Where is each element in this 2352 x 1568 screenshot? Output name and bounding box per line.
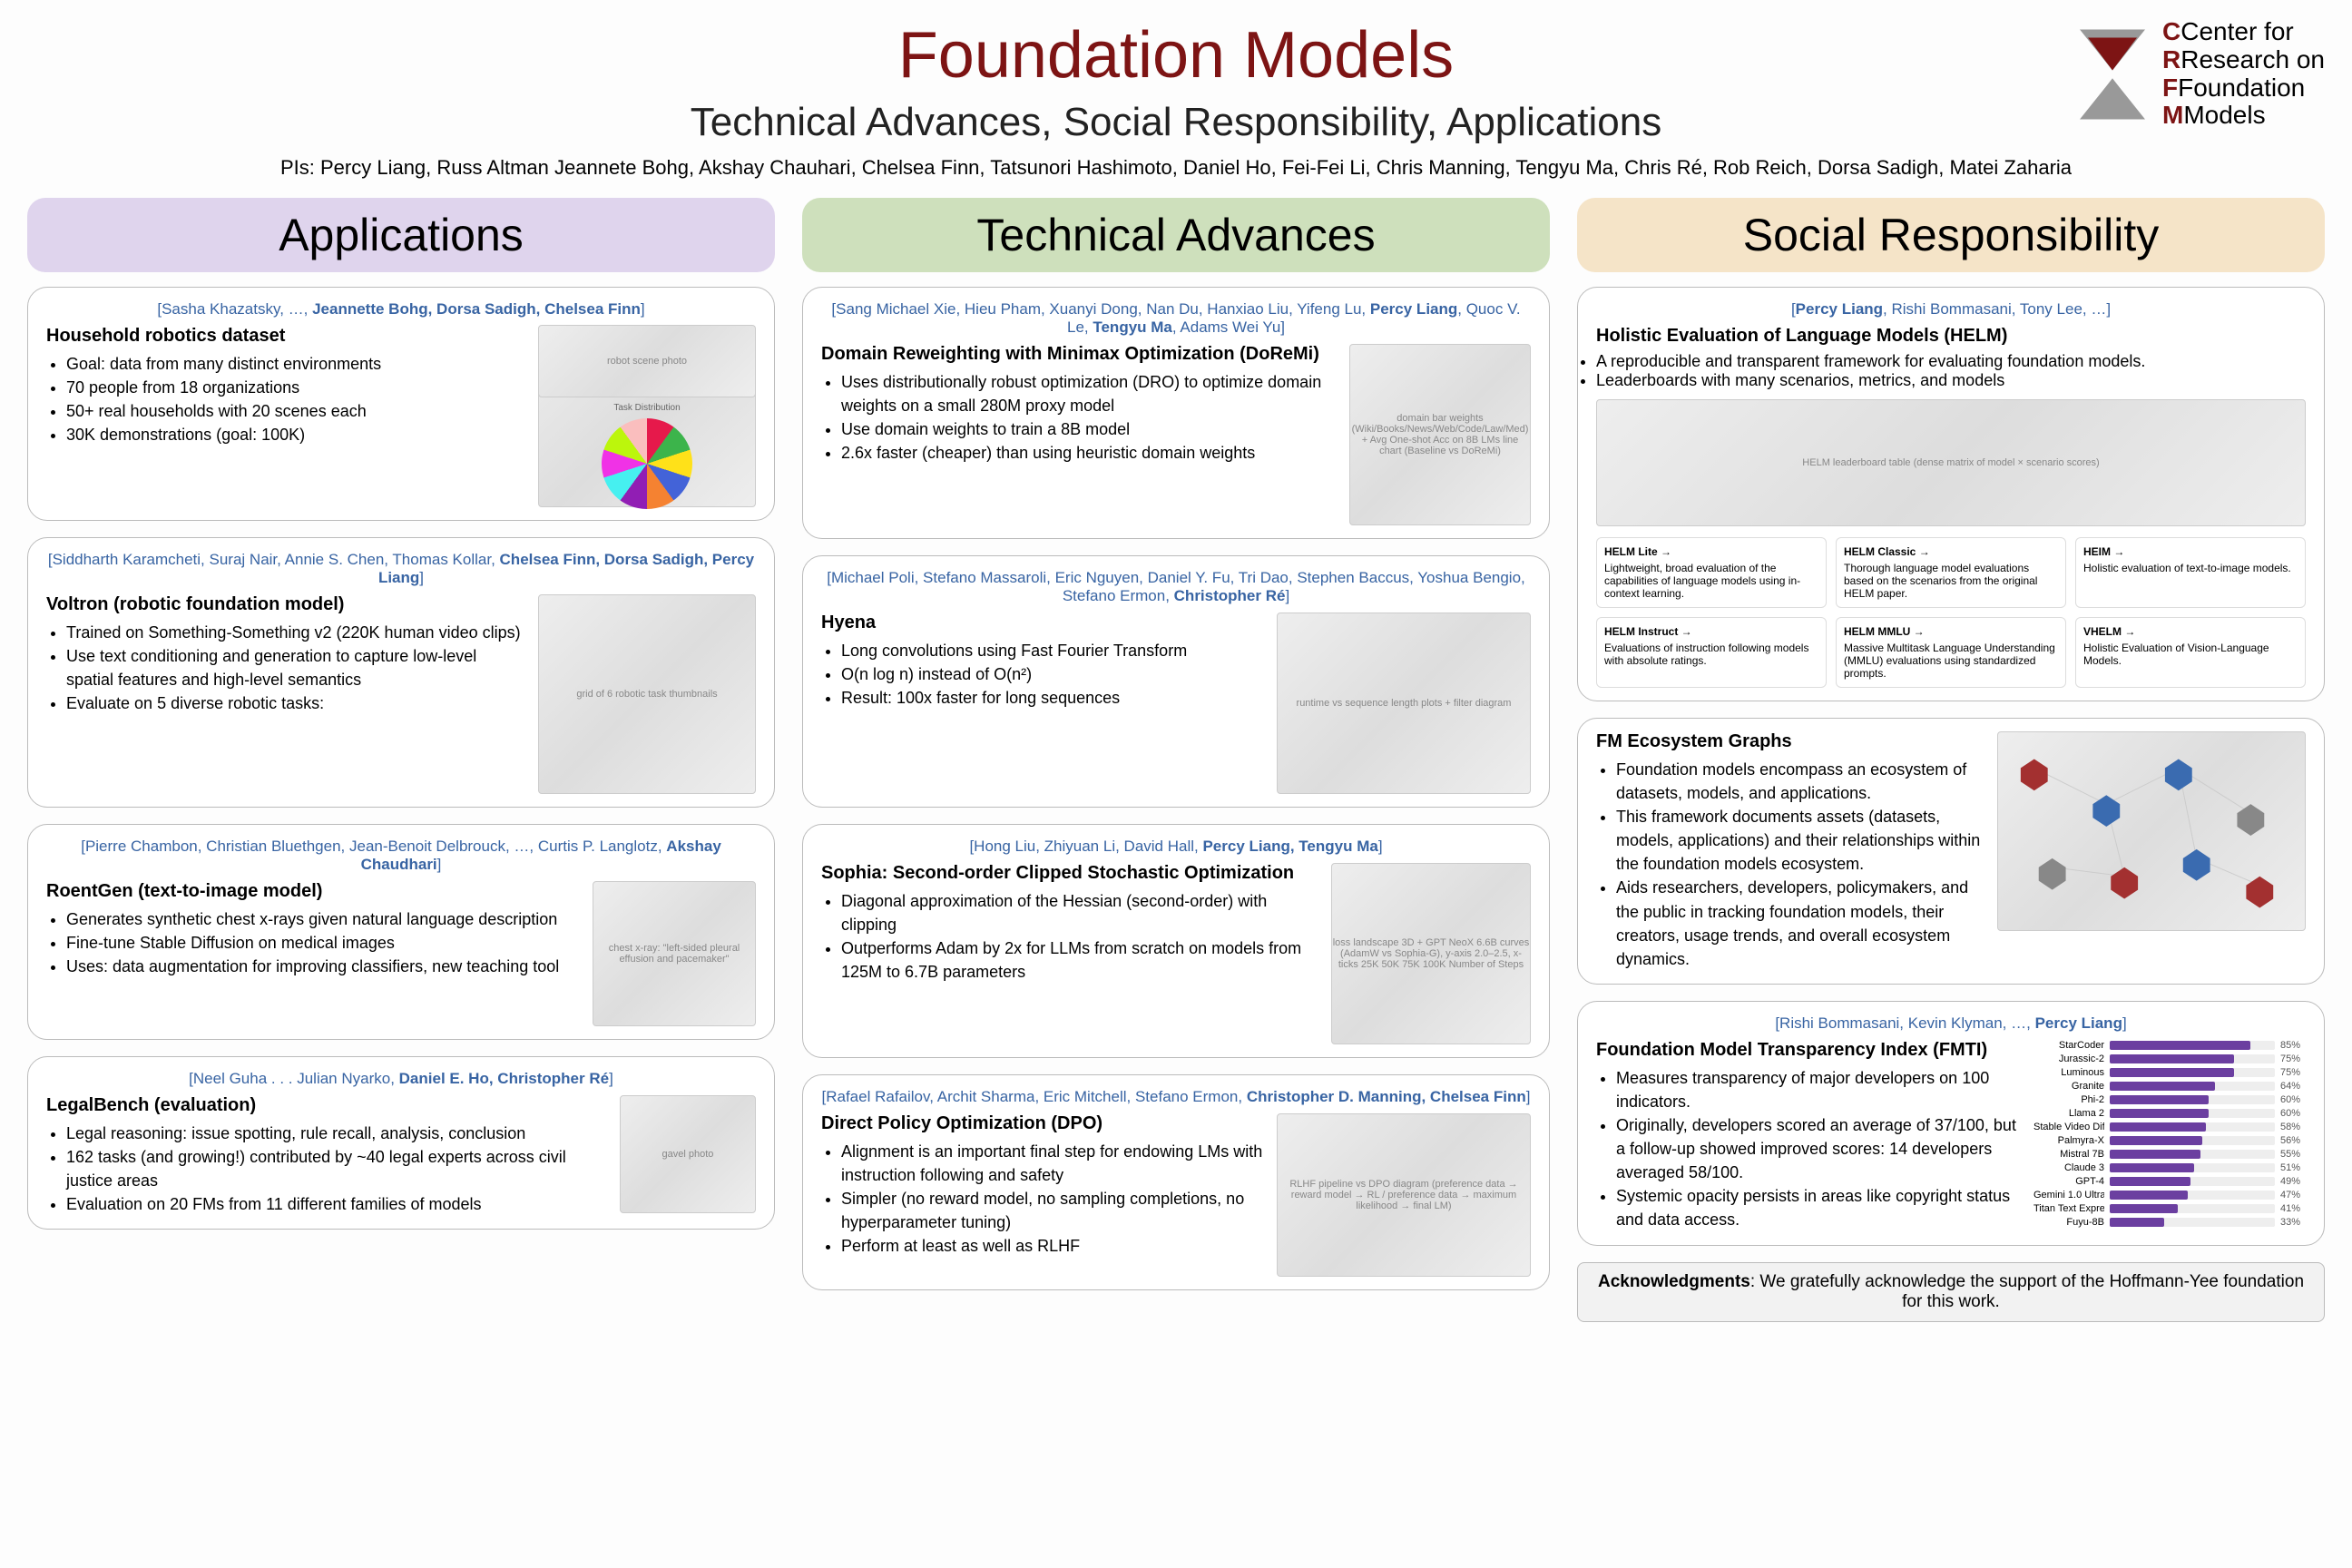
card-authors: [Michael Poli, Stefano Massaroli, Eric N…: [821, 569, 1531, 605]
card-title: RoentGen (text-to-image model): [46, 881, 580, 902]
card-figure: robot scene photoTask Distribution: [538, 326, 756, 507]
ecosystem-title: FM Ecosystem Graphs: [1596, 731, 1984, 752]
fmti-bar-row: Luminous75%: [2034, 1067, 2306, 1078]
fmti-bar-row: Gemini 1.0 Ultra47%: [2034, 1190, 2306, 1200]
technical-column: Technical Advances [Sang Michael Xie, Hi…: [802, 198, 1550, 1322]
card-authors: [Neel Guha . . . Julian Nyarko, Daniel E…: [46, 1070, 756, 1088]
tech-cards-card-3: [Rafael Rafailov, Archit Sharma, Eric Mi…: [802, 1074, 1550, 1290]
technical-header: Technical Advances: [802, 198, 1550, 272]
fmti-bar-row: Granite64%: [2034, 1081, 2306, 1092]
tech-cards-card-2: [Hong Liu, Zhiyuan Li, David Hall, Percy…: [802, 824, 1550, 1058]
fmti-bar-row: Mistral 7B55%: [2034, 1149, 2306, 1160]
helm-variant: HELM Classic →Thorough language model ev…: [1836, 537, 2066, 608]
fmti-authors: [Rishi Bommasani, Kevin Klyman, …, Percy…: [1596, 1014, 2306, 1033]
applications-column: Applications [Sasha Khazatsky, …, Jeanne…: [27, 198, 775, 1322]
card-figure: chest x-ray: "left-sided pleural effusio…: [593, 881, 756, 1026]
fmti-bar-row: Claude 351%: [2034, 1162, 2306, 1173]
helm-bullets: A reproducible and transparent framework…: [1596, 352, 2306, 390]
card-title: Domain Reweighting with Minimax Optimiza…: [821, 344, 1337, 365]
fmti-bar-row: GPT-449%: [2034, 1176, 2306, 1187]
card-figure: runtime vs sequence length plots + filte…: [1277, 612, 1531, 794]
crfm-logo: CCenter for RResearch on FFoundation MMo…: [2072, 18, 2325, 130]
card-authors: [Sang Michael Xie, Hieu Pham, Xuanyi Don…: [821, 300, 1531, 337]
card-title: Voltron (robotic foundation model): [46, 594, 525, 615]
ecosystem-graph-figure: [1997, 731, 2306, 931]
card-authors: [Siddharth Karamcheti, Suraj Nair, Annie…: [46, 551, 756, 587]
fmti-bar-row: StarCoder85%: [2034, 1040, 2306, 1051]
card-title: Direct Policy Optimization (DPO): [821, 1113, 1264, 1134]
card-authors: [Rafael Rafailov, Archit Sharma, Eric Mi…: [821, 1088, 1531, 1106]
fmti-card: [Rishi Bommasani, Kevin Klyman, …, Percy…: [1577, 1001, 2325, 1246]
fmti-bullets: Measures transparency of major developer…: [1616, 1066, 2021, 1232]
card-bullets: Goal: data from many distinct environmen…: [66, 352, 525, 446]
fmti-bar-row: Phi-260%: [2034, 1094, 2306, 1105]
poster-header: CCenter for RResearch on FFoundation MMo…: [27, 18, 2325, 180]
card-title: LegalBench (evaluation): [46, 1095, 607, 1116]
helm-variant: HELM Lite →Lightweight, broad evaluation…: [1596, 537, 1827, 608]
tech-cards-card-0: [Sang Michael Xie, Hieu Pham, Xuanyi Don…: [802, 287, 1550, 539]
ecosystem-bullets: Foundation models encompass an ecosystem…: [1616, 758, 1984, 971]
helm-variants-grid: HELM Lite →Lightweight, broad evaluation…: [1596, 537, 2306, 688]
hourglass-logo-icon: [2072, 24, 2153, 124]
logo-text: CCenter for RResearch on FFoundation MMo…: [2162, 18, 2325, 130]
acknowledgments: Acknowledgments: We gratefully acknowled…: [1577, 1262, 2325, 1322]
main-title: Foundation Models: [27, 18, 2325, 93]
apps-cards-card-1: [Siddharth Karamcheti, Suraj Nair, Annie…: [27, 537, 775, 808]
card-bullets: Legal reasoning: issue spotting, rule re…: [66, 1122, 607, 1216]
helm-variant: HELM MMLU →Massive Multitask Language Un…: [1836, 617, 2066, 688]
ecosystem-card: FM Ecosystem Graphs Foundation models en…: [1577, 718, 2325, 985]
card-bullets: Long convolutions using Fast Fourier Tra…: [841, 639, 1264, 710]
pi-list: PIs: Percy Liang, Russ Altman Jeannete B…: [27, 156, 2325, 180]
card-authors: [Pierre Chambon, Christian Bluethgen, Je…: [46, 838, 756, 874]
social-column: Social Responsibility [Percy Liang, Rish…: [1577, 198, 2325, 1322]
card-title: Household robotics dataset: [46, 326, 525, 347]
subtitle: Technical Advances, Social Responsibilit…: [27, 100, 2325, 145]
card-bullets: Generates synthetic chest x-rays given n…: [66, 907, 580, 978]
card-figure: grid of 6 robotic task thumbnails: [538, 594, 756, 794]
helm-card: [Percy Liang, Rishi Bommasani, Tony Lee,…: [1577, 287, 2325, 701]
fmti-bar-row: Fuyu-8B33%: [2034, 1217, 2306, 1228]
card-bullets: Diagonal approximation of the Hessian (s…: [841, 889, 1318, 984]
card-figure: loss landscape 3D + GPT NeoX 6.6B curves…: [1331, 863, 1531, 1044]
applications-header: Applications: [27, 198, 775, 272]
fmti-bar-row: Jurassic-275%: [2034, 1054, 2306, 1064]
apps-cards-card-2: [Pierre Chambon, Christian Bluethgen, Je…: [27, 824, 775, 1040]
social-header: Social Responsibility: [1577, 198, 2325, 272]
card-figure: RLHF pipeline vs DPO diagram (preference…: [1277, 1113, 1531, 1277]
apps-cards-card-3: [Neel Guha . . . Julian Nyarko, Daniel E…: [27, 1056, 775, 1230]
card-bullets: Uses distributionally robust optimizatio…: [841, 370, 1337, 465]
fmti-bar-row: Titan Text Express41%: [2034, 1203, 2306, 1214]
card-title: Hyena: [821, 612, 1264, 633]
helm-title: Holistic Evaluation of Language Models (…: [1596, 326, 2306, 347]
helm-authors: [Percy Liang, Rishi Bommasani, Tony Lee,…: [1596, 300, 2306, 318]
tech-cards-card-1: [Michael Poli, Stefano Massaroli, Eric N…: [802, 555, 1550, 808]
apps-cards-card-0: [Sasha Khazatsky, …, Jeannette Bohg, Dor…: [27, 287, 775, 521]
card-bullets: Trained on Something-Something v2 (220K …: [66, 621, 525, 715]
fmti-bar-chart: StarCoder85% Jurassic-275% Luminous75% Gran…: [2034, 1040, 2306, 1228]
card-title: Sophia: Second-order Clipped Stochastic …: [821, 863, 1318, 884]
fmti-title: Foundation Model Transparency Index (FMT…: [1596, 1040, 2021, 1061]
card-authors: [Sasha Khazatsky, …, Jeannette Bohg, Dor…: [46, 300, 756, 318]
helm-variant: VHELM →Holistic Evaluation of Vision-Lan…: [2075, 617, 2306, 688]
fmti-bar-row: Llama 260%: [2034, 1108, 2306, 1119]
card-authors: [Hong Liu, Zhiyuan Li, David Hall, Percy…: [821, 838, 1531, 856]
card-figure: domain bar weights (Wiki/Books/News/Web/…: [1349, 344, 1531, 525]
card-figure: gavel photo: [620, 1095, 756, 1213]
card-bullets: Alignment is an important final step for…: [841, 1140, 1264, 1258]
helm-variant: HEIM →Holistic evaluation of text-to-ima…: [2075, 537, 2306, 608]
helm-variant: HELM Instruct →Evaluations of instructio…: [1596, 617, 1827, 688]
fmti-bar-row: Stable Video Diffusion58%: [2034, 1122, 2306, 1132]
columns: Applications [Sasha Khazatsky, …, Jeanne…: [27, 198, 2325, 1322]
fmti-bar-row: Palmyra-X56%: [2034, 1135, 2306, 1146]
helm-leaderboard-figure: HELM leaderboard table (dense matrix of …: [1596, 399, 2306, 526]
